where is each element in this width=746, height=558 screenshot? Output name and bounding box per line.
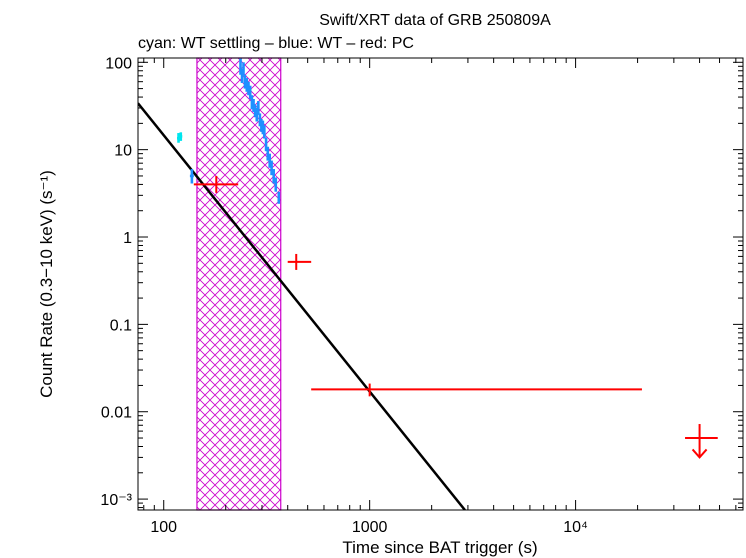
- plot-frame: [137, 57, 744, 511]
- model-power-law-line: [138, 102, 466, 510]
- data-point-wt-19: [268, 153, 271, 168]
- data-point-wt-17: [264, 137, 268, 152]
- data-point-wt-21: [272, 169, 276, 184]
- shaded-interval-band: [196, 57, 282, 511]
- shaded-interval-layer: [196, 57, 282, 511]
- data-point-wt-12: [257, 101, 260, 115]
- upper-limit-0: [685, 424, 718, 459]
- y-tick-label: 1: [123, 230, 132, 247]
- y-tick-label: 100: [105, 55, 132, 72]
- data-point-wt-22: [274, 177, 278, 192]
- data-point-wt-0: [189, 169, 194, 184]
- x-tick-label: 10⁴: [563, 519, 588, 536]
- x-axis-label: Time since BAT trigger (s): [342, 538, 537, 557]
- data-point-wt-settling-1: [179, 132, 183, 141]
- y-axis-label: Count Rate (0.3−10 keV) (s⁻¹): [37, 170, 56, 398]
- data-point-pc-2: [311, 383, 642, 397]
- x-tick-label: 100: [150, 519, 177, 536]
- chart-title: Swift/XRT data of GRB 250809A: [319, 12, 551, 29]
- data-point-wt-18: [266, 146, 270, 161]
- data-point-wt-4: [243, 74, 247, 89]
- data-points-layer: [177, 58, 718, 459]
- y-tick-label: 10⁻³: [100, 492, 132, 509]
- data-point-wt-3: [242, 62, 245, 76]
- data-point-wt-23: [277, 191, 281, 204]
- x-tick-label: 1000: [352, 519, 388, 536]
- y-tick-label: 10: [114, 143, 132, 160]
- model-layer: [138, 102, 466, 510]
- data-point-wt-1: [239, 58, 242, 75]
- data-point-pc-0: [193, 175, 239, 193]
- axis-ticks: [138, 58, 743, 510]
- data-point-wt-7: [248, 85, 252, 100]
- upper-limit-arrowhead: [691, 448, 708, 459]
- data-point-wt-16: [263, 125, 266, 139]
- chart-subtitle: cyan: WT settling – blue: WT – red: PC: [138, 35, 414, 52]
- axis-tick-labels: 100 1000 10⁴ 10⁻³ 0.01 0.1 1 10 100: [100, 55, 588, 536]
- y-tick-label: 0.01: [101, 405, 132, 422]
- y-tick-label: 0.1: [110, 317, 132, 334]
- data-point-wt-20: [270, 160, 273, 176]
- data-point-pc-1: [287, 253, 312, 270]
